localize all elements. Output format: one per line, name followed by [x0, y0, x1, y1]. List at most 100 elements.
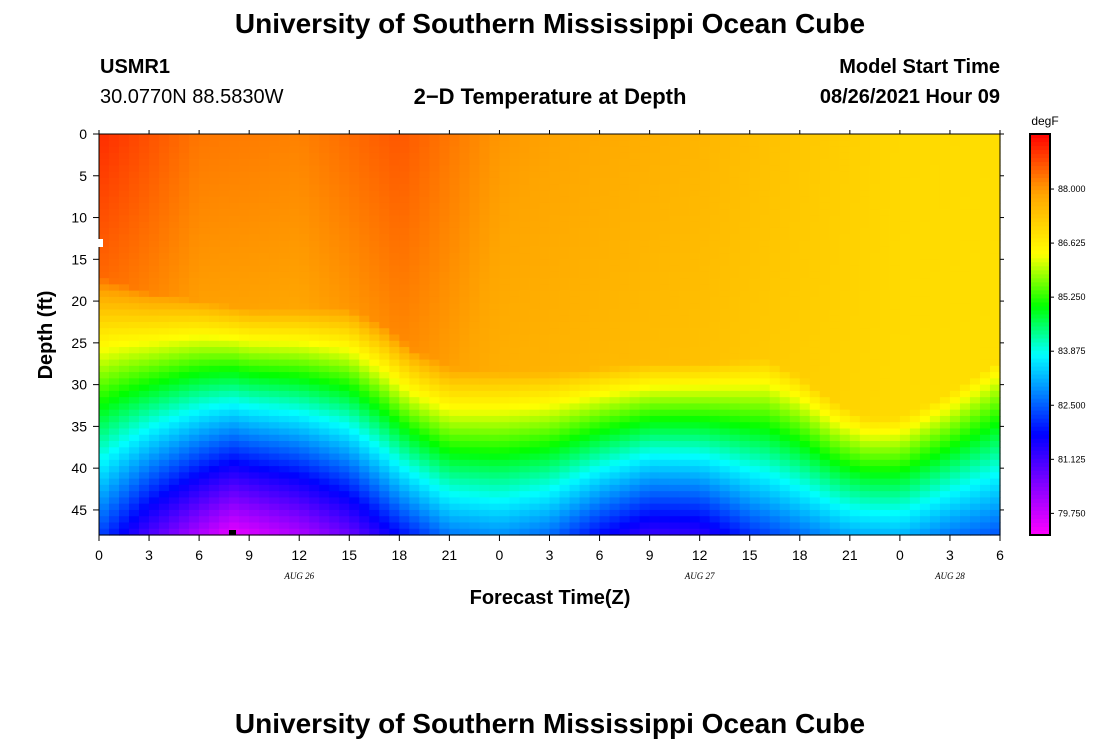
heatmap-cell	[559, 246, 571, 254]
heatmap-cell	[539, 259, 551, 267]
heatmap-cell	[139, 372, 150, 379]
heatmap-cell	[519, 422, 531, 430]
heatmap-cell	[619, 365, 631, 373]
heatmap-cell	[619, 284, 631, 292]
heatmap-cell	[339, 478, 350, 486]
heatmap-cell	[659, 516, 671, 524]
heatmap-cell	[259, 466, 270, 473]
heatmap-cell	[629, 453, 641, 461]
heatmap-cell	[299, 353, 310, 361]
heatmap-cell	[739, 221, 751, 229]
heatmap-cell	[589, 152, 601, 160]
heatmap-cell	[289, 472, 300, 480]
heatmap-cell	[419, 134, 430, 141]
heatmap-cell	[289, 240, 300, 248]
heatmap-cell	[859, 509, 871, 517]
heatmap-cell	[279, 303, 290, 311]
heatmap-cell	[109, 491, 120, 499]
heatmap-cell	[309, 146, 320, 154]
heatmap-cell	[339, 340, 350, 348]
heatmap-cell	[199, 528, 210, 536]
heatmap-cell	[259, 403, 270, 411]
heatmap-cell	[509, 472, 521, 480]
heatmap-cell	[759, 397, 771, 405]
heatmap-cell	[499, 447, 511, 455]
heatmap-cell	[99, 303, 110, 311]
heatmap-cell	[599, 227, 611, 235]
heatmap-cell	[809, 290, 821, 298]
heatmap-cell	[719, 265, 731, 273]
heatmap-cell	[329, 284, 340, 292]
heatmap-cell	[699, 472, 711, 480]
heatmap-cell	[259, 503, 270, 511]
heatmap-cell	[249, 215, 260, 223]
heatmap-cell	[479, 315, 491, 323]
heatmap-cell	[739, 334, 751, 342]
heatmap-cell	[739, 409, 751, 417]
heatmap-cell	[319, 365, 330, 373]
heatmap-cell	[529, 434, 541, 442]
heatmap-cell	[549, 528, 561, 536]
heatmap-cell	[149, 253, 160, 260]
heatmap-cell	[799, 309, 811, 317]
heatmap-cell	[139, 365, 150, 373]
heatmap-cell	[779, 409, 791, 417]
heatmap-cell	[739, 459, 751, 467]
heatmap-cell	[359, 365, 370, 373]
heatmap-cell	[369, 278, 380, 285]
heatmap-cell	[689, 466, 701, 473]
heatmap-cell	[739, 403, 751, 411]
heatmap-cell	[779, 466, 791, 473]
heatmap-cell	[539, 190, 551, 198]
heatmap-cell	[439, 221, 450, 229]
heatmap-cell	[399, 253, 410, 260]
heatmap-cell	[449, 265, 460, 273]
heatmap-cell	[819, 152, 831, 160]
heatmap-cell	[109, 484, 120, 492]
heatmap-cell	[679, 397, 691, 405]
heatmap-cell	[149, 428, 160, 436]
heatmap-cell	[729, 441, 741, 448]
heatmap-cell	[589, 321, 601, 329]
heatmap-cell	[449, 484, 460, 492]
heatmap-cell	[679, 152, 691, 160]
heatmap-cell	[769, 378, 781, 386]
heatmap-cell	[109, 347, 120, 354]
heatmap-cell	[619, 152, 631, 160]
heatmap-cell	[299, 372, 310, 379]
heatmap-cell	[579, 409, 591, 417]
heatmap-cell	[689, 303, 701, 311]
heatmap-cell	[419, 227, 430, 235]
heatmap-cell	[609, 459, 621, 467]
heatmap-cell	[389, 234, 400, 242]
station-id: USMR1	[100, 56, 171, 78]
heatmap-cell	[259, 347, 270, 354]
heatmap-cell	[309, 309, 320, 317]
heatmap-cell	[179, 340, 190, 348]
heatmap-cell	[519, 459, 531, 467]
heatmap-cell	[609, 290, 621, 298]
heatmap-cell	[459, 303, 471, 311]
heatmap-cell	[359, 403, 370, 411]
heatmap-cell	[179, 246, 190, 254]
heatmap-cell	[399, 472, 410, 480]
heatmap-cell	[389, 265, 400, 273]
heatmap-cell	[359, 503, 370, 511]
heatmap-cell	[759, 328, 771, 336]
heatmap-cell	[579, 378, 591, 386]
heatmap-cell	[359, 516, 370, 524]
heatmap-cell	[379, 196, 390, 204]
heatmap-cell	[769, 415, 781, 423]
heatmap-cell	[599, 221, 611, 229]
heatmap-cell	[249, 522, 260, 530]
heatmap-cell	[759, 503, 771, 511]
heatmap-cell	[579, 227, 591, 235]
heatmap-cell	[179, 227, 190, 235]
heatmap-cell	[749, 290, 761, 298]
heatmap-cell	[349, 365, 360, 373]
heatmap-cell	[479, 296, 491, 304]
heatmap-cell	[189, 296, 200, 304]
heatmap-cell	[759, 422, 771, 430]
heatmap-cell	[199, 271, 210, 279]
heatmap-cell	[499, 290, 511, 298]
